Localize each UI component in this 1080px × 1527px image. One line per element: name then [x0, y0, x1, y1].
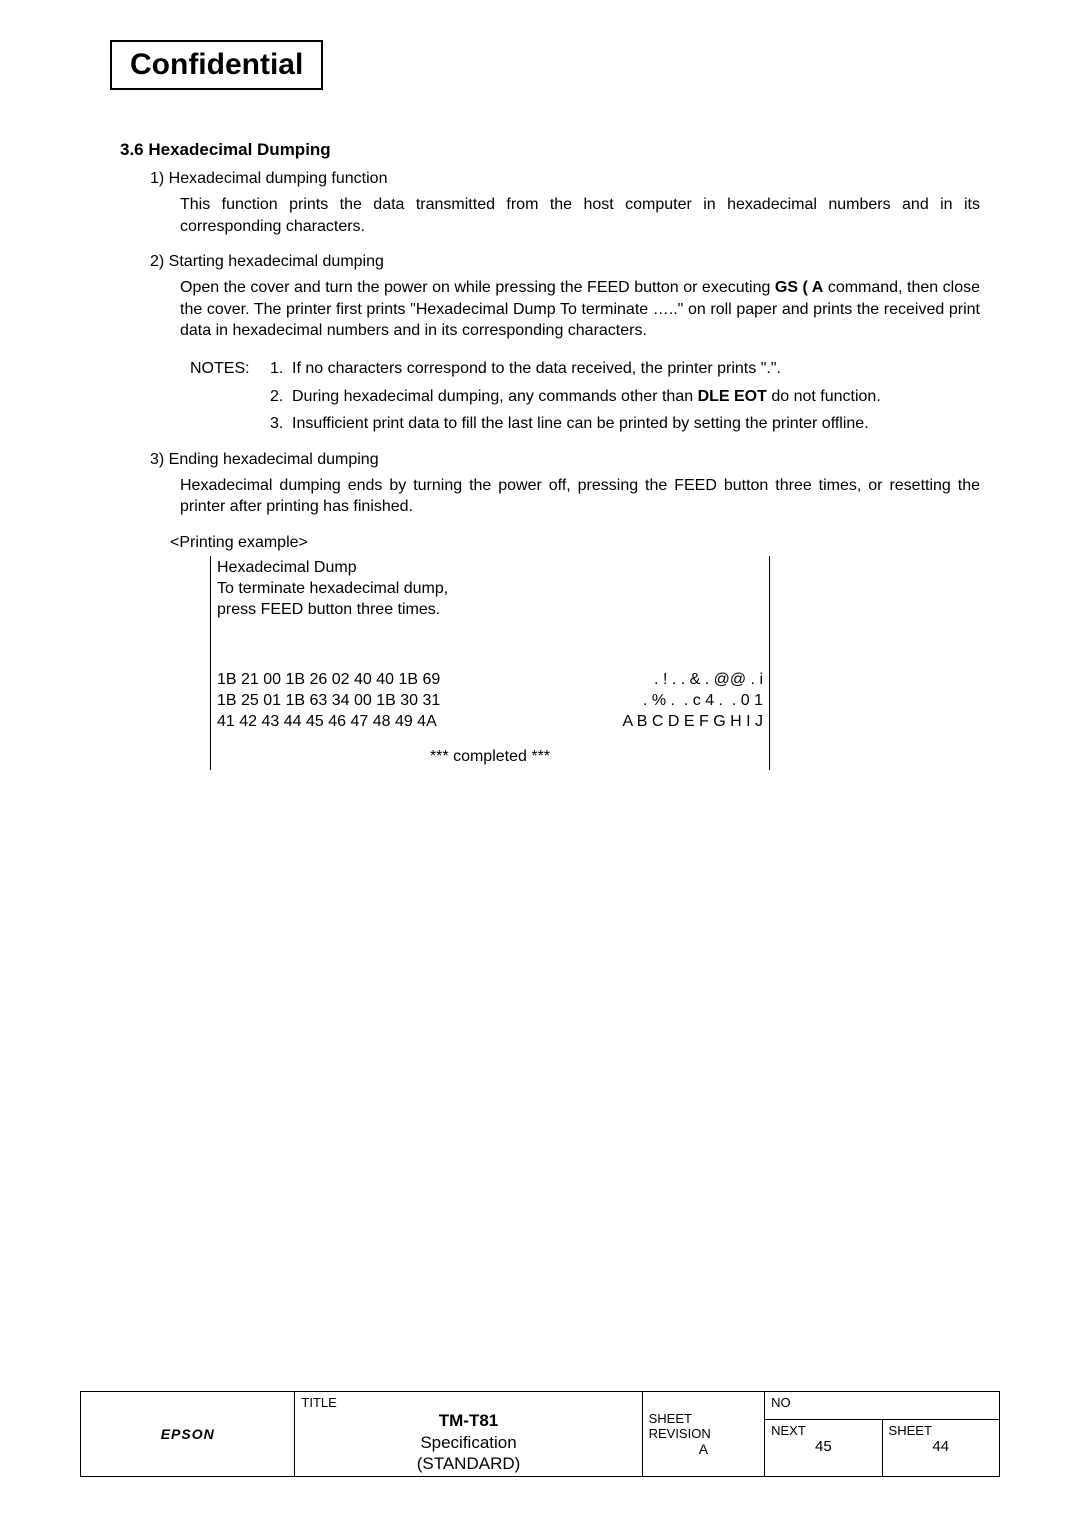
note-num-2: 2. [270, 386, 292, 408]
notes-spacer-3 [190, 413, 270, 435]
item2-body: Open the cover and turn the power on whi… [180, 277, 980, 342]
no-cell: NO [765, 1392, 1000, 1420]
note-text-3: Insufficient print data to fill the last… [292, 413, 980, 435]
section-title: 3.6 Hexadecimal Dumping [120, 140, 1000, 160]
revision-cell: SHEET REVISION A [642, 1392, 765, 1477]
note2-pre: During hexadecimal dumping, any commands… [292, 388, 698, 405]
hex3-left: 41 42 43 44 45 46 47 48 49 4A [217, 712, 437, 733]
title-l1: TM-T81 [301, 1410, 635, 1431]
logo-cell: EPSON [81, 1392, 295, 1477]
confidential-box: Confidential [110, 40, 323, 90]
note2-post: do not function. [767, 388, 881, 405]
hex1-right: . ! . . & . @@ . i [654, 670, 763, 691]
hex3-right: A B C D E F G H I J [623, 712, 763, 733]
example-l1: Hexadecimal Dump [217, 558, 763, 579]
example-l2: To terminate hexadecimal dump, [217, 579, 763, 600]
note-num-1: 1. [270, 358, 292, 380]
next-label: NEXT [771, 1423, 806, 1438]
title-l3: (STANDARD) [301, 1453, 635, 1474]
item1-body: This function prints the data transmitte… [180, 194, 980, 237]
hex-row-2: 1B 25 01 1B 63 34 00 1B 30 31 . % . . c … [217, 691, 763, 712]
item3-body: Hexadecimal dumping ends by turning the … [180, 475, 980, 518]
note-2: 2. During hexadecimal dumping, any comma… [190, 386, 980, 408]
note-1: NOTES: 1. If no characters correspond to… [190, 358, 980, 380]
hex-row-1: 1B 21 00 1B 26 02 40 40 1B 69 . ! . . & … [217, 670, 763, 691]
footer-table: EPSON TITLE TM-T81 Specification (STANDA… [80, 1391, 1000, 1477]
example-box: Hexadecimal Dump To terminate hexadecima… [210, 556, 770, 770]
note-3: 3. Insufficient print data to fill the l… [190, 413, 980, 435]
notes-label: NOTES: [190, 358, 270, 380]
item3-heading: 3) Ending hexadecimal dumping [150, 451, 1000, 469]
sheet-label: SHEET [889, 1423, 932, 1438]
item2-body-pre: Open the cover and turn the power on whi… [180, 279, 775, 296]
next-value: 45 [771, 1438, 875, 1455]
item2-body-bold1: GS ( A [775, 279, 823, 296]
sheet-value: 44 [889, 1438, 993, 1455]
hex2-right: . % . . c 4 . . 0 1 [643, 691, 763, 712]
notes-spacer [190, 386, 270, 408]
hex1-left: 1B 21 00 1B 26 02 40 40 1B 69 [217, 670, 440, 691]
next-cell: NEXT 45 [765, 1420, 882, 1477]
note-num-3: 3. [270, 413, 292, 435]
title-cell: TITLE TM-T81 Specification (STANDARD) [295, 1392, 642, 1477]
example-completed: *** completed *** [217, 747, 763, 768]
sheet-rev-label1: SHEET [649, 1411, 692, 1426]
sheet-cell: SHEET 44 [882, 1420, 999, 1477]
item2-heading: 2) Starting hexadecimal dumping [150, 253, 1000, 271]
hex-row-3: 41 42 43 44 45 46 47 48 49 4A A B C D E … [217, 712, 763, 733]
note2-bold: DLE EOT [698, 388, 767, 405]
no-label: NO [771, 1395, 791, 1410]
note-text-2: During hexadecimal dumping, any commands… [292, 386, 980, 408]
note-text-1: If no characters correspond to the data … [292, 358, 980, 380]
title-label: TITLE [301, 1395, 336, 1410]
item1-heading: 1) Hexadecimal dumping function [150, 170, 1000, 188]
example-label: <Printing example> [170, 534, 1000, 552]
example-l3: press FEED button three times. [217, 600, 763, 621]
sheet-rev-label2: REVISION [649, 1426, 711, 1441]
title-l2: Specification [301, 1432, 635, 1453]
hex2-left: 1B 25 01 1B 63 34 00 1B 30 31 [217, 691, 440, 712]
revision-value: A [649, 1441, 759, 1457]
